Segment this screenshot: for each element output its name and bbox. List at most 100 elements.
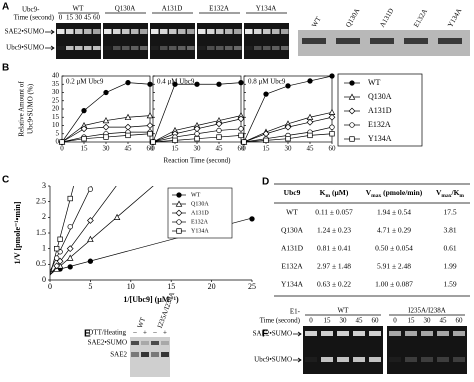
band — [245, 29, 253, 34]
band — [160, 29, 168, 34]
band — [207, 46, 215, 50]
marker — [172, 137, 178, 144]
panel-title: 0.8 μM Ubc9 — [248, 78, 286, 86]
header-part: Ubc9 — [284, 188, 301, 197]
gel-prefix: E1- — [290, 308, 301, 316]
band — [131, 352, 139, 357]
y-tick-label: 1.5 — [36, 228, 46, 237]
legend-label: Y134A — [368, 134, 392, 143]
band — [198, 46, 206, 50]
band — [151, 341, 159, 345]
marker — [349, 122, 355, 128]
band — [337, 331, 349, 336]
group-label: I235A/I238A — [408, 307, 446, 315]
band — [272, 29, 280, 34]
time-point: 45 — [356, 317, 364, 325]
header-part: m — [459, 193, 464, 199]
marker — [307, 78, 313, 84]
y-axis-label: Relative Amount of — [18, 81, 26, 137]
marker — [87, 235, 94, 242]
band — [353, 357, 365, 362]
sign: + — [143, 329, 147, 337]
x-tick-label: 0 — [48, 282, 52, 291]
legend-label: A131D — [368, 106, 392, 115]
marker — [241, 139, 247, 145]
header-part: (μM) — [330, 188, 349, 197]
x-axis-label: 1/[Ubc9] (μM⁻¹) — [123, 295, 179, 304]
marker — [238, 132, 244, 139]
lane-label: WT — [136, 316, 147, 330]
marker — [215, 120, 223, 128]
time-point: 15 — [408, 317, 416, 325]
lane-label: Y134A — [446, 7, 463, 29]
header-part: max — [371, 193, 381, 199]
marker — [103, 134, 109, 140]
header-part: V — [366, 188, 372, 197]
x-tick-label: 30 — [194, 145, 202, 153]
band — [453, 331, 465, 336]
band — [93, 29, 101, 34]
sign: – — [152, 329, 157, 337]
arrow — [293, 357, 302, 363]
gel — [150, 23, 195, 59]
x-tick-label: 60 — [238, 145, 246, 153]
x-tick-label: 5 — [88, 282, 92, 291]
time-point: 0 — [393, 317, 397, 325]
condition-label: DTT/Heating — [88, 329, 126, 337]
band — [122, 29, 130, 34]
y-axis-label: 1/V [pmole⁻¹•min] — [13, 201, 22, 264]
marker — [285, 136, 291, 142]
table-cell: A131D — [281, 244, 304, 253]
marker — [176, 228, 182, 234]
marker — [102, 123, 110, 131]
band — [113, 29, 121, 34]
panel-letter: C — [2, 175, 9, 186]
marker — [329, 124, 335, 130]
band — [389, 357, 401, 362]
band — [305, 331, 317, 336]
y-tick-label: 0.5 — [36, 259, 46, 268]
gel — [103, 23, 148, 59]
lane-label: E132A — [412, 8, 429, 29]
legend-label: A131D — [191, 210, 209, 216]
legend-label: Q130A — [368, 92, 392, 101]
time-point: 60 — [372, 317, 380, 325]
x-tick-label: 15 — [172, 145, 180, 153]
marker — [216, 127, 222, 134]
band — [421, 331, 433, 336]
trend-line — [50, 186, 117, 276]
band — [141, 352, 149, 357]
band — [57, 46, 65, 50]
table-cell: 0.63 ± 0.22 — [317, 280, 351, 289]
y-tick-label: 20 — [52, 105, 60, 113]
legend-label: WT — [191, 192, 201, 198]
marker — [87, 186, 94, 192]
trend-line — [50, 186, 154, 276]
table-cell: 0.50 ± 0.054 — [375, 244, 413, 253]
marker — [176, 219, 182, 225]
band — [404, 38, 428, 44]
marker — [284, 123, 292, 131]
group-label: WT — [73, 5, 85, 13]
band — [305, 357, 317, 362]
time-point: 60 — [93, 14, 101, 22]
panel-title: 0.4 μM Ubc9 — [157, 78, 195, 86]
band — [187, 29, 195, 34]
time-label: Time (second) — [14, 14, 55, 22]
arrow — [45, 29, 55, 35]
marker — [67, 264, 73, 270]
band — [405, 331, 417, 336]
band — [131, 46, 139, 50]
band — [75, 29, 83, 34]
x-tick-label: 45 — [125, 145, 133, 153]
band — [225, 46, 233, 50]
marker — [150, 139, 156, 145]
panel-title: 0.2 μM Ubc9 — [66, 78, 104, 86]
band — [104, 29, 112, 34]
y-axis-label: Ubc9•SUMO (%) — [27, 83, 35, 134]
band — [84, 46, 92, 50]
group-label: A131D — [162, 5, 183, 13]
band — [353, 331, 365, 336]
y-tick-label: 2 — [42, 212, 46, 221]
